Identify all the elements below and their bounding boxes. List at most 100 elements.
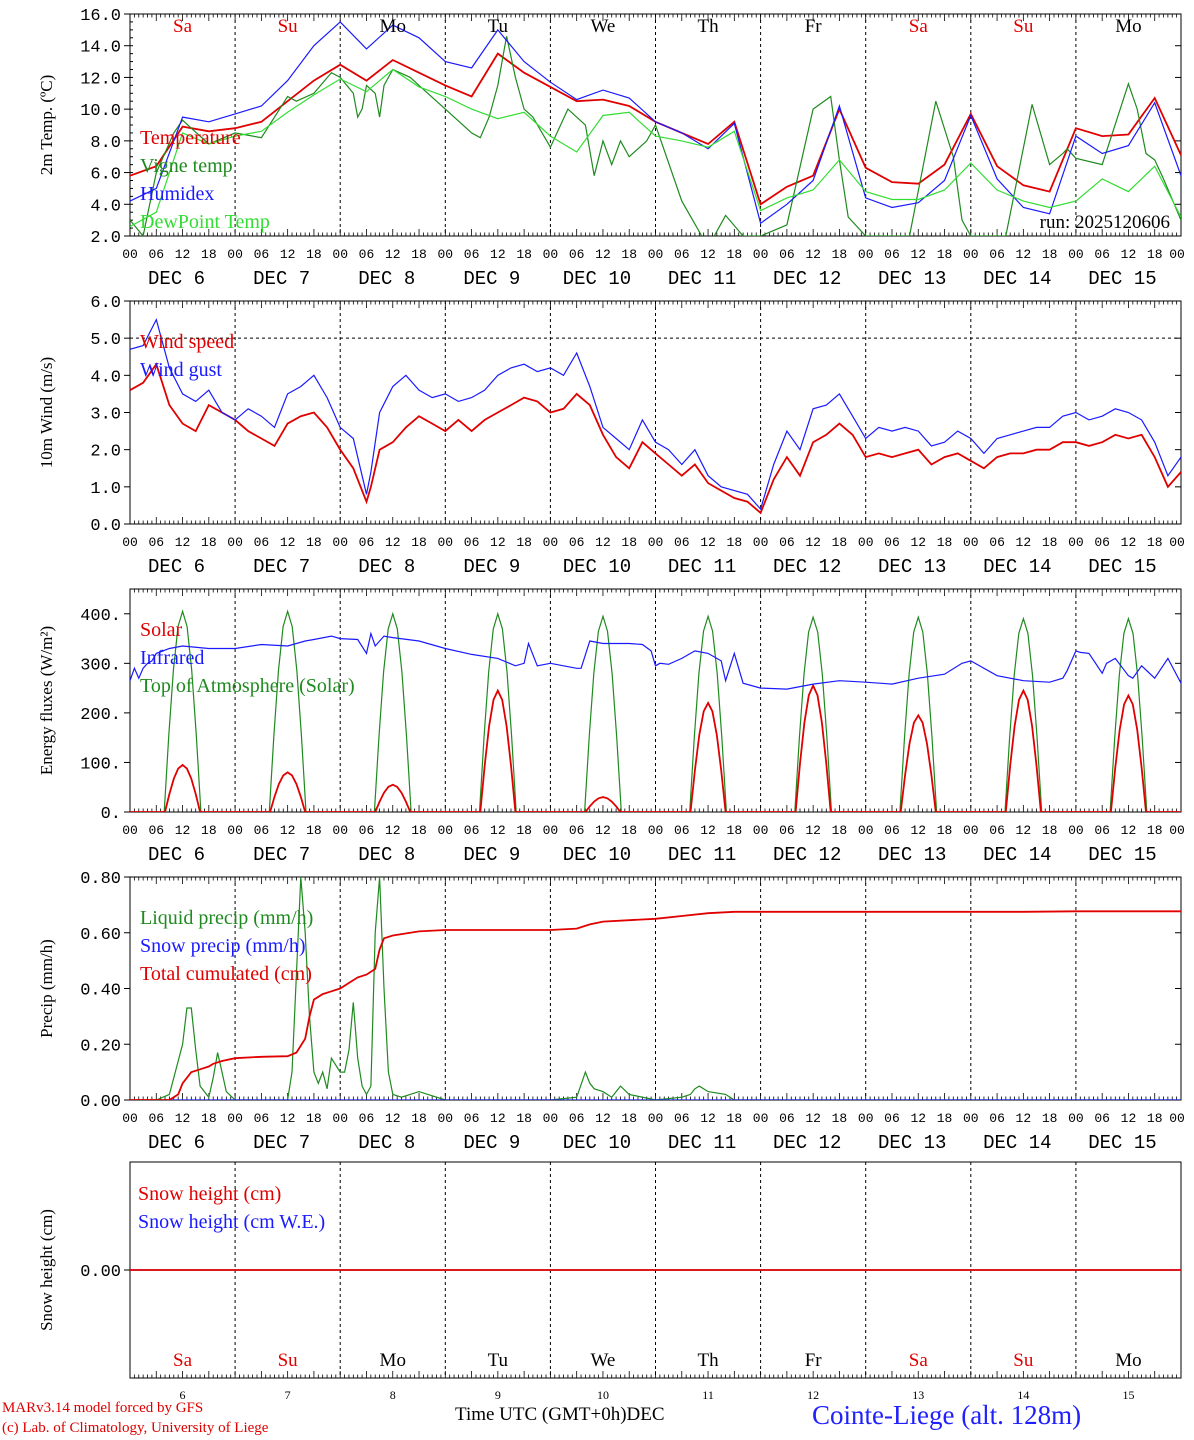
hour-label: 00 — [227, 1111, 243, 1126]
legend-entry: DewPoint Temp — [140, 211, 270, 233]
day-number: 15 — [1122, 1388, 1134, 1402]
y-tick-label: 0. — [101, 805, 121, 824]
day-name: Su — [278, 16, 299, 37]
y-axis-title: Precip (mm/h) — [37, 939, 56, 1038]
x-axis-title-text: Time UTC (GMT+0h) — [455, 1404, 627, 1425]
date-label: DEC 15 — [1088, 268, 1156, 290]
hour-label: 12 — [700, 1111, 716, 1126]
hour-label: 00 — [858, 535, 874, 550]
y-axis-title: 10m Wind (m/s) — [37, 357, 56, 468]
hour-label: 06 — [989, 535, 1005, 550]
hour-label: 06 — [569, 535, 585, 550]
hour-label: 06 — [148, 823, 164, 838]
hour-label: 06 — [254, 1111, 270, 1126]
panel-wind — [124, 300, 1182, 525]
date-label: DEC 8 — [358, 1132, 415, 1154]
date-label: DEC 15 — [1088, 844, 1156, 866]
hour-label: 12 — [1016, 1111, 1032, 1126]
hour-label: 06 — [254, 823, 270, 838]
hour-label: 06 — [674, 247, 690, 262]
hour-label: 00 — [858, 247, 874, 262]
y-tick-label: 1.0 — [90, 480, 121, 499]
lab-credit: (c) Lab. of Climatology, University of L… — [2, 1420, 269, 1436]
hour-label: 00 — [227, 247, 243, 262]
hour-label: 18 — [727, 247, 743, 262]
hour-label: 06 — [884, 535, 900, 550]
y-tick-label: 6.0 — [90, 166, 121, 185]
date-label: DEC 13 — [878, 268, 946, 290]
date-label: DEC 7 — [253, 844, 310, 866]
hour-label: 12 — [385, 535, 401, 550]
hour-label: 12 — [910, 1111, 926, 1126]
hour-label: 00 — [648, 247, 664, 262]
hour-label: 12 — [490, 535, 506, 550]
hour-label: 18 — [201, 247, 217, 262]
hour-label: 12 — [1016, 823, 1032, 838]
hour-label: 00 — [227, 823, 243, 838]
hour-label: 12 — [1121, 1111, 1137, 1126]
y-tick-label: 2.0 — [90, 229, 121, 248]
day-name: Su — [278, 1350, 299, 1371]
hour-label: 06 — [359, 823, 375, 838]
series-line-solar — [130, 683, 1181, 812]
day-number: 11 — [702, 1388, 714, 1402]
hour-label: 06 — [884, 823, 900, 838]
hour-label: 12 — [280, 823, 296, 838]
hour-label: 00 — [332, 535, 348, 550]
hour-label: 00 — [753, 535, 769, 550]
hour-label: 06 — [569, 823, 585, 838]
hour-label: 18 — [201, 1111, 217, 1126]
y-tick-label: 12.0 — [80, 70, 121, 89]
day-name: We — [591, 16, 616, 37]
hour-label: 00 — [122, 535, 138, 550]
hour-label: 12 — [280, 247, 296, 262]
series-line-dewpoint-temp — [130, 68, 1181, 228]
legend-entry: Snow height (cm) — [138, 1183, 281, 1205]
date-label: DEC 8 — [358, 844, 415, 866]
legend-entry: Humidex — [140, 183, 214, 205]
y-tick-label: 0.20 — [80, 1037, 121, 1056]
hour-label: 12 — [595, 823, 611, 838]
panel-snow — [124, 1161, 1182, 1379]
date-label: DEC 12 — [773, 844, 841, 866]
hour-label: 12 — [1016, 535, 1032, 550]
hour-label: 00 — [1169, 823, 1185, 838]
hour-label: 12 — [805, 535, 821, 550]
day-name: Sa — [909, 1350, 929, 1371]
hour-label: 12 — [910, 823, 926, 838]
hour-label: 00 — [437, 823, 453, 838]
hour-label: 18 — [621, 247, 637, 262]
y-tick-label: 4.0 — [90, 368, 121, 387]
date-label: DEC 10 — [563, 556, 631, 578]
hour-label: 18 — [832, 535, 848, 550]
y-tick-label: 14.0 — [80, 39, 121, 58]
hour-label: 12 — [1121, 247, 1137, 262]
y-axis-title: Energy fluxes (W/m²) — [37, 626, 56, 775]
hour-label: 06 — [1094, 1111, 1110, 1126]
date-label: DEC 11 — [668, 556, 736, 578]
date-label: DEC 13 — [878, 556, 946, 578]
hour-label: 06 — [569, 1111, 585, 1126]
hour-label: 18 — [306, 247, 322, 262]
date-label: DEC 12 — [773, 556, 841, 578]
hour-label: 18 — [516, 247, 532, 262]
hour-label: 00 — [648, 823, 664, 838]
hour-label: 18 — [1042, 535, 1058, 550]
y-tick-label: 100. — [80, 755, 121, 774]
legend-entry: Liquid precip (mm/h) — [140, 907, 313, 929]
hour-label: 18 — [306, 1111, 322, 1126]
hour-label: 06 — [254, 247, 270, 262]
date-label: DEC 14 — [983, 268, 1051, 290]
model-credit: MARv3.14 model forced by GFS — [2, 1400, 204, 1416]
series-line-wind-gust — [130, 317, 1181, 511]
hour-label: 00 — [543, 247, 559, 262]
date-label: DEC 9 — [463, 844, 520, 866]
hour-label: 06 — [148, 535, 164, 550]
hour-label: 12 — [700, 535, 716, 550]
date-label: DEC 11 — [668, 1132, 736, 1154]
hour-label: 12 — [175, 247, 191, 262]
panel-flux — [124, 588, 1182, 813]
day-name: Th — [697, 16, 719, 37]
date-label: DEC 6 — [148, 844, 205, 866]
y-tick-label: 16.0 — [80, 7, 121, 26]
